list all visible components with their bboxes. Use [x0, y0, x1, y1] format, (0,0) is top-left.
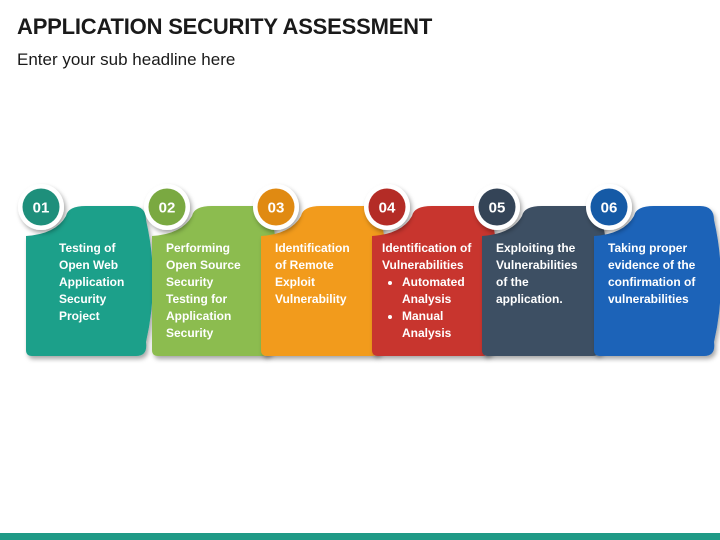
step-bullet-item: Automated Analysis: [402, 274, 494, 308]
step-line: Security: [166, 326, 214, 340]
step-description-05: Exploiting the Vulnerabilities of the appli…: [496, 240, 604, 308]
step-badge: [148, 188, 186, 226]
step-line: Vulnerabilities: [496, 258, 578, 272]
step-description-01: Testing of Open Web Application Security Pro…: [59, 240, 148, 325]
step-bullet-item: Manual Analysis: [402, 308, 494, 342]
step-badge: [257, 188, 295, 226]
step-number: 02: [159, 200, 176, 217]
page-subtitle: Enter your sub headline here: [17, 50, 236, 69]
step-line: Vulnerability: [275, 292, 347, 306]
step-card-01: [26, 206, 153, 356]
step-badge: [22, 188, 60, 226]
step-bullet-line: Analysis: [402, 326, 452, 340]
step-line: Project: [59, 309, 100, 323]
step-line: evidence of the: [608, 258, 696, 272]
step-line: of the: [496, 275, 529, 289]
step-number: 04: [379, 200, 396, 217]
step-line: Open Web: [59, 258, 119, 272]
step-card-04: [372, 206, 499, 356]
step-bullet-line: Manual: [402, 309, 444, 323]
step-card-02: [152, 206, 279, 356]
step-number: 03: [268, 200, 285, 217]
step-line: Identification of: [382, 241, 472, 255]
step-line: application.: [496, 292, 563, 306]
step-description-04: Identification of Vulnerabilities Automate…: [382, 240, 494, 342]
step-line: Application: [166, 309, 232, 323]
step-line: Exploiting the: [496, 241, 576, 255]
step-bullet-line: Automated: [402, 275, 465, 289]
page-title: APPLICATION SECURITY ASSESSMENT: [17, 14, 433, 39]
step-line: Security: [166, 275, 214, 289]
step-badge: [590, 188, 628, 226]
step-number: 01: [33, 200, 50, 217]
step-line: Testing for: [166, 292, 228, 306]
step-line: Performing: [166, 241, 231, 255]
step-line: Security: [59, 292, 107, 306]
step-line: Open Source: [166, 258, 241, 272]
step-line: Application: [59, 275, 125, 289]
step-bullet-list: Automated Analysis Manual Analysis: [382, 274, 494, 342]
step-description-02: Performing Open Source Security Testing for…: [166, 240, 274, 342]
step-line: Exploit: [275, 275, 316, 289]
step-number: 06: [601, 200, 618, 217]
step-line: Taking proper: [608, 241, 688, 255]
step-description-03: Identification of Remote Exploit Vulnerabil…: [275, 240, 383, 308]
step-line: confirmation of: [608, 275, 696, 289]
step-line: Testing of: [59, 241, 116, 255]
step-card-05: [482, 206, 609, 356]
footer-bar: [0, 533, 720, 540]
step-line: of Remote: [275, 258, 334, 272]
step-line: Identification: [275, 241, 350, 255]
step-line: vulnerabilities: [608, 292, 689, 306]
step-number: 05: [489, 200, 506, 217]
step-card-03: [261, 206, 388, 356]
step-description-06: Taking proper evidence of the confirmation…: [608, 240, 716, 308]
step-card-06: [594, 206, 720, 356]
step-badge: [368, 188, 406, 226]
step-bullet-line: Analysis: [402, 292, 452, 306]
step-line: Vulnerabilities: [382, 258, 464, 272]
step-badge: [478, 188, 516, 226]
